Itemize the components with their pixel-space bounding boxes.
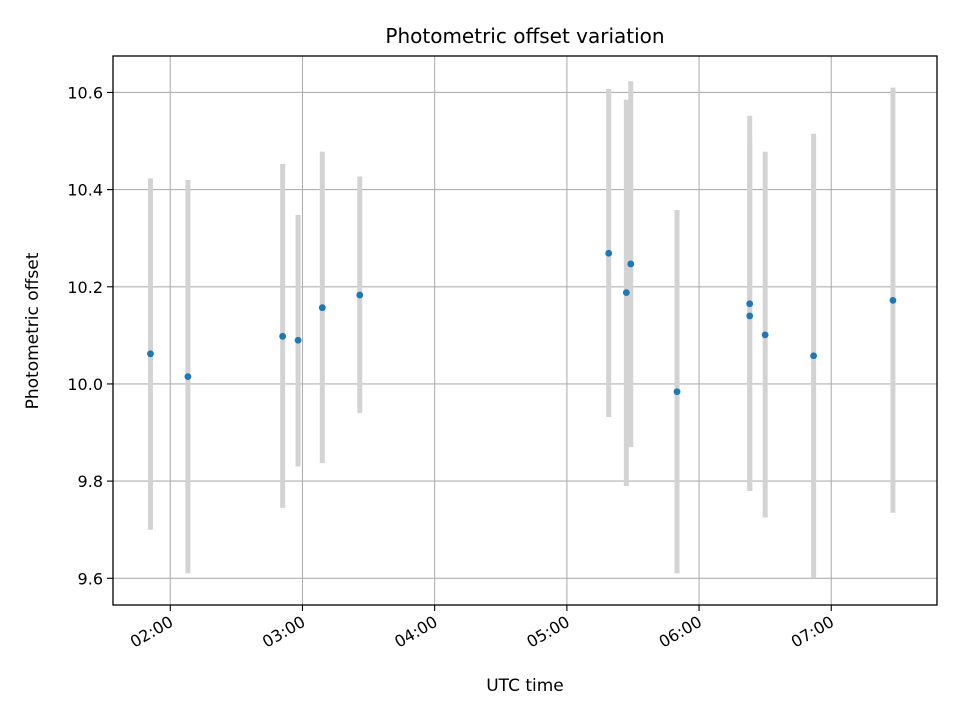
data-point — [294, 336, 302, 344]
data-point — [627, 260, 635, 268]
data-point — [184, 373, 192, 381]
data-point — [761, 331, 769, 339]
y-tick-label: 10.6 — [67, 83, 103, 102]
data-points — [147, 249, 897, 396]
data-point — [622, 289, 630, 297]
data-point — [605, 249, 613, 257]
y-axis-ticks: 9.6 9.8 10.0 10.2 10.4 10.6 — [67, 83, 113, 588]
data-point — [147, 350, 154, 358]
data-point — [356, 291, 364, 299]
data-point — [746, 300, 754, 308]
data-point — [889, 296, 897, 304]
data-point — [810, 352, 818, 360]
y-tick-label: 10.4 — [67, 181, 103, 200]
y-tick-label: 10.0 — [67, 375, 103, 394]
y-tick-label: 9.6 — [78, 569, 103, 588]
x-axis-label: UTC time — [486, 676, 564, 696]
data-point — [279, 332, 287, 340]
grid-lines — [113, 56, 937, 605]
y-tick-label: 9.8 — [78, 472, 103, 491]
chart-title: Photometric offset variation — [385, 24, 664, 48]
y-axis-label: Photometric offset — [23, 252, 43, 409]
data-point — [673, 388, 681, 396]
plot-frame — [112, 55, 938, 606]
data-point — [318, 304, 326, 312]
data-point — [746, 312, 754, 320]
y-tick-label: 10.2 — [67, 278, 103, 297]
